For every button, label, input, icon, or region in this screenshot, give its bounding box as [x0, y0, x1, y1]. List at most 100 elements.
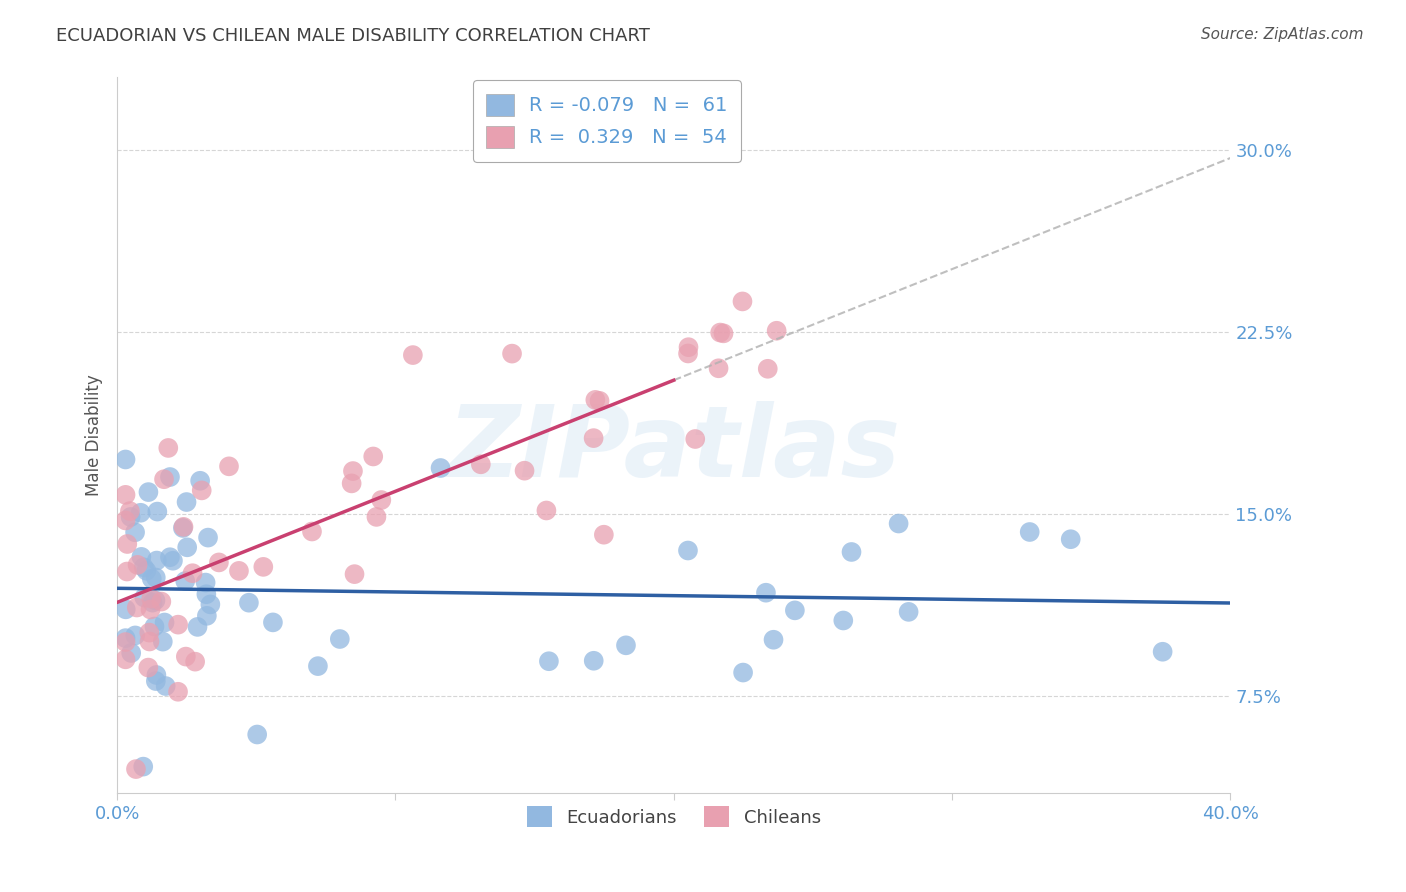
Point: [150, 594, 173, 608]
Point: [707, 361, 730, 376]
Point: [124, 525, 146, 540]
Point: [228, 564, 250, 578]
Point: [329, 632, 352, 646]
Point: [176, 495, 198, 509]
Point: [145, 668, 167, 682]
Point: [683, 432, 706, 446]
Point: [136, 660, 159, 674]
Point: [197, 531, 219, 545]
Point: [755, 585, 778, 599]
Point: [765, 324, 787, 338]
Point: [129, 506, 152, 520]
Point: [343, 567, 366, 582]
Point: [167, 685, 190, 699]
Point: [159, 470, 181, 484]
Point: [125, 600, 148, 615]
Point: [131, 549, 153, 564]
Point: [402, 348, 425, 362]
Point: [114, 652, 136, 666]
Point: [138, 634, 160, 648]
Point: [583, 392, 606, 407]
Text: ECUADORIAN VS CHILEAN MALE DISABILITY CORRELATION CHART: ECUADORIAN VS CHILEAN MALE DISABILITY CO…: [56, 27, 650, 45]
Point: [762, 632, 785, 647]
Point: [167, 617, 190, 632]
Point: [470, 458, 492, 472]
Point: [127, 558, 149, 572]
Point: [501, 346, 523, 360]
Point: [262, 615, 284, 630]
Point: [143, 619, 166, 633]
Point: [1060, 533, 1083, 547]
Point: [114, 602, 136, 616]
Point: [132, 759, 155, 773]
Point: [208, 556, 231, 570]
Point: [588, 393, 610, 408]
Point: [139, 602, 162, 616]
Point: [301, 524, 323, 539]
Point: [120, 510, 142, 524]
Point: [159, 550, 181, 565]
Point: [114, 631, 136, 645]
Point: [153, 615, 176, 630]
Point: [115, 565, 138, 579]
Point: [176, 541, 198, 555]
Point: [841, 545, 863, 559]
Point: [145, 570, 167, 584]
Point: [582, 654, 605, 668]
Point: [138, 625, 160, 640]
Point: [218, 459, 240, 474]
Point: [157, 441, 180, 455]
Point: [361, 450, 384, 464]
Point: [366, 509, 388, 524]
Point: [114, 452, 136, 467]
Point: [173, 520, 195, 534]
Point: [832, 614, 855, 628]
Point: [146, 505, 169, 519]
Point: [537, 654, 560, 668]
Point: [713, 326, 735, 341]
Point: [190, 483, 212, 498]
Point: [614, 638, 637, 652]
Point: [1018, 524, 1040, 539]
Point: [145, 674, 167, 689]
Point: [676, 346, 699, 360]
Point: [184, 655, 207, 669]
Point: [186, 620, 208, 634]
Point: [172, 521, 194, 535]
Point: [783, 603, 806, 617]
Point: [252, 560, 274, 574]
Point: [114, 513, 136, 527]
Point: [152, 634, 174, 648]
Point: [155, 679, 177, 693]
Point: [162, 554, 184, 568]
Point: [1152, 645, 1174, 659]
Point: [195, 608, 218, 623]
Point: [174, 574, 197, 588]
Point: [582, 431, 605, 445]
Point: [153, 472, 176, 486]
Point: [118, 504, 141, 518]
Point: [181, 566, 204, 581]
Point: [731, 294, 754, 309]
Point: [676, 543, 699, 558]
Point: [897, 605, 920, 619]
Point: [370, 493, 392, 508]
Point: [678, 340, 700, 354]
Point: [138, 485, 160, 500]
Point: [124, 628, 146, 642]
Point: [135, 564, 157, 578]
Point: [132, 560, 155, 574]
Point: [174, 649, 197, 664]
Point: [887, 516, 910, 531]
Point: [709, 326, 731, 340]
Point: [592, 527, 614, 541]
Point: [733, 665, 755, 680]
Point: [117, 537, 139, 551]
Point: [195, 587, 218, 601]
Point: [536, 503, 558, 517]
Point: [145, 593, 167, 607]
Point: [134, 591, 156, 605]
Legend: Ecuadorians, Chileans: Ecuadorians, Chileans: [519, 799, 828, 834]
Point: [429, 461, 451, 475]
Point: [513, 464, 536, 478]
